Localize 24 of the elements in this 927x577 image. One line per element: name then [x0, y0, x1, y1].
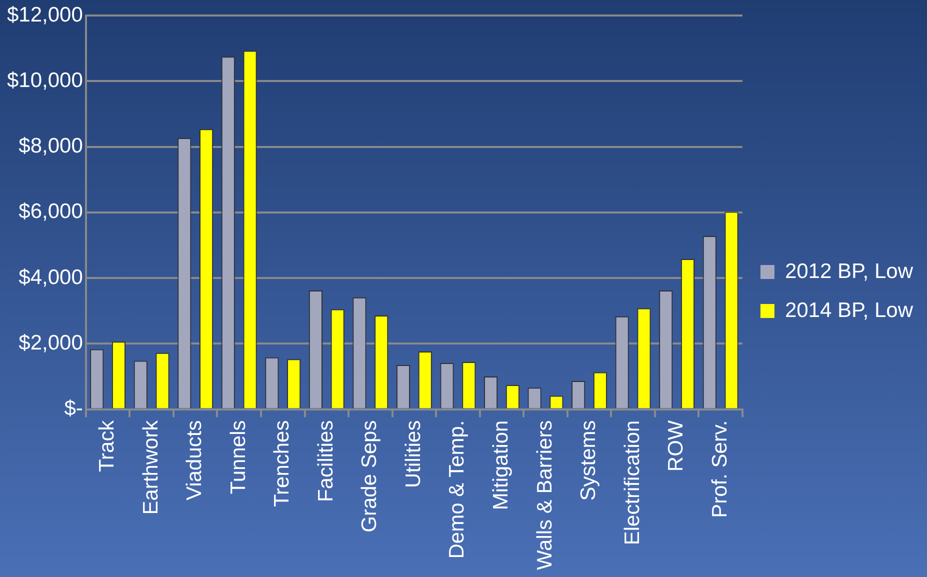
legend-label: 2012 BP, Low [784, 260, 914, 283]
x-tick-label: Viaducts [183, 420, 206, 500]
legend-label: 2014 BP, Low [784, 298, 914, 322]
x-tick-label: Trenches [270, 420, 294, 508]
y-tick-label: $- [64, 397, 83, 420]
y-tick-label: $2,000 [18, 331, 83, 354]
x-tick-label: Utilities [402, 420, 425, 488]
y-tick-label: $8,000 [18, 134, 83, 158]
x-tick-label: Mitigation [490, 420, 513, 510]
x-tick-label: Tunnels [226, 420, 250, 494]
x-tick-label: Track [96, 420, 119, 472]
x-tick-label: ROW [664, 420, 688, 472]
x-tick-label: Grade Seps [358, 420, 382, 532]
y-tick-label: $6,000 [18, 200, 83, 224]
y-tick-label: $12,000 [6, 3, 83, 26]
y-tick-label: $4,000 [18, 266, 83, 289]
x-tick-label: Facilities [314, 420, 338, 502]
y-tick-label: $10,000 [6, 69, 83, 92]
x-tick-label: Demo & Temp. [446, 420, 469, 559]
x-tick-label: Earthwork [139, 420, 162, 515]
x-tick-label: Electrification [620, 420, 644, 546]
x-tick-label: Walls & Barriers [533, 420, 556, 570]
x-tick-label: Prof. Serv. [708, 420, 732, 518]
x-tick-label: Systems [577, 420, 600, 501]
